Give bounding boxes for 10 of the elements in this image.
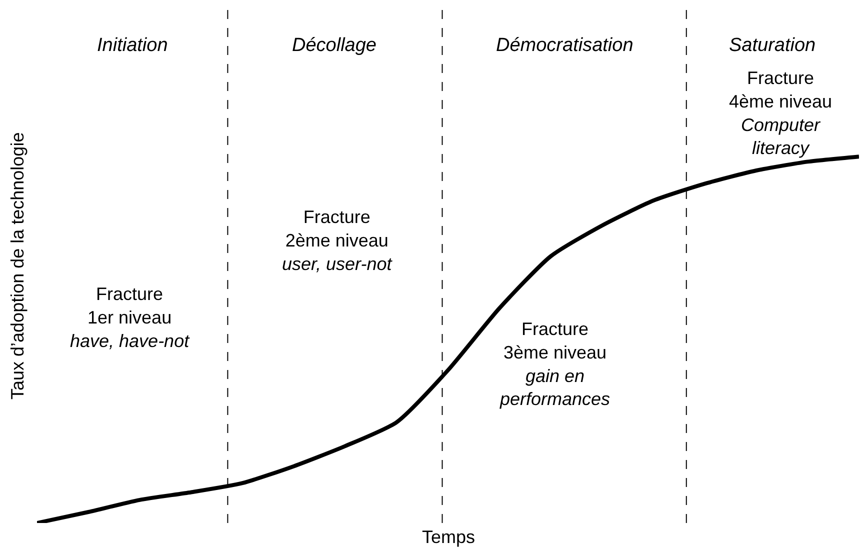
annotation: Fracture 1er niveau have, have-not <box>70 284 190 351</box>
y-axis-title: Taux d’adoption de la technologie <box>8 132 28 400</box>
text: Saturation <box>729 35 816 56</box>
annotation: Fracture 4ème niveau Computer literacy <box>729 68 832 158</box>
annotation: Fracture 2ème niveau user, user-not <box>282 207 393 274</box>
annotation: Fracture 3ème niveau gain en performances <box>499 319 610 410</box>
x-axis-title: Temps <box>422 527 476 547</box>
text: Initiation <box>97 35 168 56</box>
text: Décollage <box>292 35 376 56</box>
text: Démocratisation <box>496 35 634 56</box>
